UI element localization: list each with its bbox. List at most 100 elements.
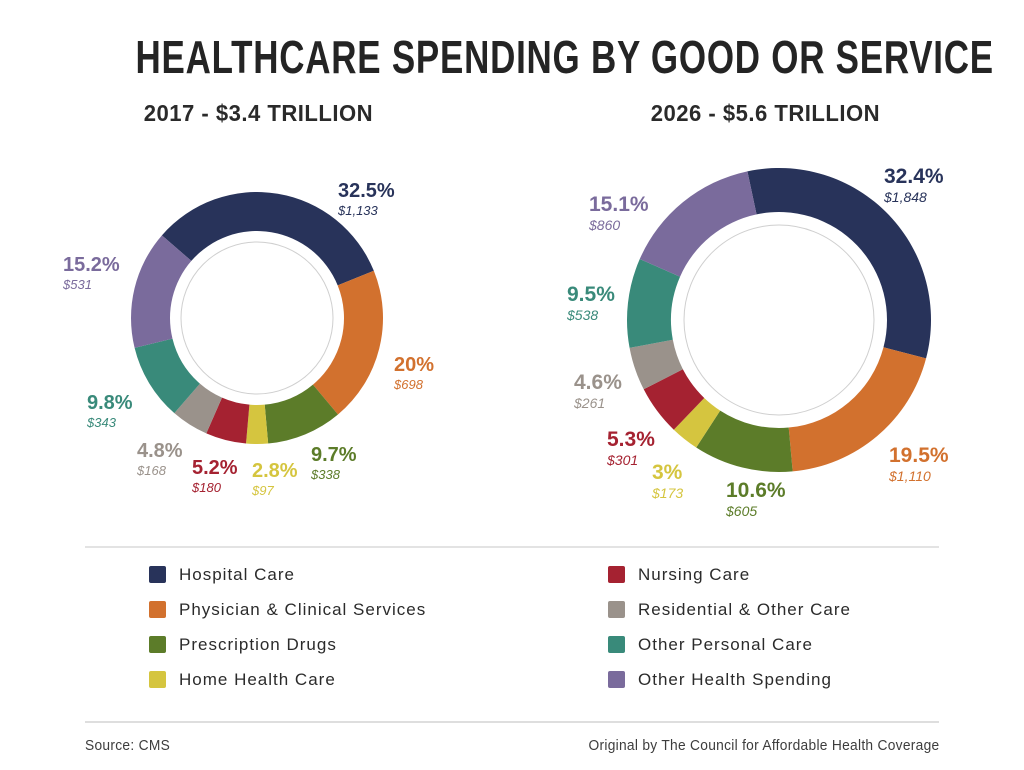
legend-label: Other Health Spending: [638, 669, 832, 689]
donut-slice-physician-clinical-services: [312, 270, 384, 415]
slice-label-home-health-care: 3% $173: [652, 462, 683, 500]
slice-percent: 2.8%: [252, 460, 298, 482]
legend-swatch-physician-clinical-services: [149, 601, 166, 618]
page-title: HEALTHCARE SPENDING BY GOOD OR SERVICE: [0, 30, 1024, 84]
donut-slice-other-health-spending: [639, 171, 757, 277]
slice-amount: $1,110: [889, 468, 931, 484]
donut-slice-other-personal-care: [134, 338, 200, 414]
decorative-inner-circle: [683, 224, 875, 416]
slice-label-residential-other-care: 4.6% $261: [574, 372, 622, 410]
legend-item-other-personal-care: Other Personal Care: [608, 634, 851, 654]
slice-percent: 9.7%: [311, 444, 357, 466]
slice-label-hospital-care: 32.5% $1,133: [338, 181, 395, 217]
slice-percent: 32.4%: [884, 165, 944, 188]
legend-item-residential-other-care: Residential & Other Care: [608, 599, 851, 619]
legend-item-prescription-drugs: Prescription Drugs: [149, 634, 426, 654]
decorative-inner-circle: [180, 241, 334, 395]
chart-title-2026: 2026 - $5.6 TRILLION: [650, 100, 880, 126]
slice-percent: 9.5%: [567, 283, 615, 306]
legend-divider: [85, 546, 939, 548]
slice-amount: $1,848: [884, 189, 927, 205]
slice-percent: 32.5%: [338, 180, 395, 202]
donut-slice-nursing-care: [643, 369, 705, 430]
slice-label-other-personal-care: 9.8% $343: [87, 393, 133, 429]
slice-amount: $531: [63, 277, 92, 292]
slice-amount: $180: [192, 480, 221, 495]
donut-2026-5-6-trillion: [626, 167, 932, 472]
slice-label-other-personal-care: 9.5% $538: [567, 284, 615, 322]
slice-percent: 4.8%: [137, 440, 183, 462]
donut-slice-home-health-care: [673, 397, 721, 448]
slice-amount: $338: [311, 467, 340, 482]
slice-percent: 15.2%: [63, 254, 120, 276]
slice-label-hospital-care: 32.4% $1,848: [884, 166, 944, 204]
legend-swatch-hospital-care: [149, 566, 166, 583]
legend-item-hospital-care: Hospital Care: [149, 564, 426, 584]
legend-swatch-nursing-care: [608, 566, 625, 583]
slice-label-other-health-spending: 15.1% $860: [589, 194, 649, 232]
slice-amount: $168: [137, 463, 166, 478]
slice-label-home-health-care: 2.8% $97: [252, 461, 298, 497]
page-title-text: HEALTHCARE SPENDING BY GOOD OR SERVICE: [135, 31, 994, 83]
legend-column-right: Nursing Care Residential & Other Care Ot…: [608, 564, 851, 706]
slice-amount: $698: [394, 377, 423, 392]
slice-label-prescription-drugs: 10.6% $605: [726, 480, 786, 518]
slice-label-physician-clinical-services: 20% $698: [394, 355, 434, 391]
slice-label-residential-other-care: 4.8% $168: [137, 441, 183, 477]
slice-label-nursing-care: 5.3% $301: [607, 429, 655, 467]
legend-label: Hospital Care: [179, 564, 295, 584]
slice-percent: 20%: [394, 354, 435, 376]
slice-label-nursing-care: 5.2% $180: [192, 458, 238, 494]
legend-item-physician-clinical-services: Physician & Clinical Services: [149, 599, 427, 619]
slice-amount: $860: [589, 217, 621, 233]
slice-amount: $261: [574, 395, 606, 411]
slice-percent: 5.2%: [192, 457, 238, 479]
slice-amount: $97: [252, 483, 274, 498]
slice-label-physician-clinical-services: 19.5% $1,110: [889, 445, 949, 483]
legend-swatch-other-health-spending: [608, 671, 625, 688]
slice-amount: $605: [726, 503, 758, 519]
slice-amount: $301: [607, 452, 639, 468]
donut-slice-other-personal-care: [626, 259, 681, 348]
legend-item-other-health-spending: Other Health Spending: [608, 669, 851, 689]
slice-percent: 3%: [652, 461, 683, 484]
slice-label-prescription-drugs: 9.7% $338: [311, 445, 357, 481]
legend-item-nursing-care: Nursing Care: [608, 564, 851, 584]
slice-percent: 5.3%: [607, 428, 655, 451]
donut-slice-residential-other-care: [174, 383, 222, 434]
donut-slice-prescription-drugs: [696, 410, 793, 472]
slice-percent: 15.1%: [589, 193, 649, 216]
donut-slice-residential-other-care: [629, 339, 683, 390]
donut-slice-prescription-drugs: [264, 384, 338, 444]
legend-label: Nursing Care: [638, 564, 751, 584]
credit-note: Original by The Council for Affordable H…: [588, 738, 940, 754]
footer-divider: [85, 721, 939, 723]
legend-swatch-residential-other-care: [608, 601, 625, 618]
slice-amount: $1,133: [338, 203, 378, 218]
legend-label: Prescription Drugs: [179, 634, 337, 654]
legend-label: Other Personal Care: [638, 634, 813, 654]
slice-label-other-health-spending: 15.2% $531: [63, 255, 120, 291]
slice-percent: 4.6%: [574, 371, 622, 394]
chart-title-2017: 2017 - $3.4 TRILLION: [143, 100, 373, 126]
donut-slice-other-health-spending: [131, 235, 192, 348]
legend-column-left: Hospital Care Physician & Clinical Servi…: [149, 564, 427, 706]
legend-label: Residential & Other Care: [638, 599, 851, 619]
slice-amount: $343: [87, 415, 116, 430]
slice-percent: 9.8%: [87, 392, 133, 414]
legend-swatch-home-health-care: [149, 671, 166, 688]
legend-swatch-other-personal-care: [608, 636, 625, 653]
donut-slice-home-health-care: [246, 404, 269, 445]
donut-slice-nursing-care: [206, 397, 250, 444]
source-note: Source: CMS: [85, 738, 171, 754]
slice-amount: $538: [567, 307, 599, 323]
legend-label: Physician & Clinical Services: [179, 599, 427, 619]
slice-amount: $173: [652, 485, 684, 501]
legend-item-home-health-care: Home Health Care: [149, 669, 426, 689]
donut-2017-3-4-trillion: [131, 192, 384, 445]
slice-percent: 10.6%: [726, 479, 786, 502]
legend-swatch-prescription-drugs: [149, 636, 166, 653]
legend-label: Home Health Care: [179, 669, 336, 689]
slice-percent: 19.5%: [889, 444, 949, 467]
